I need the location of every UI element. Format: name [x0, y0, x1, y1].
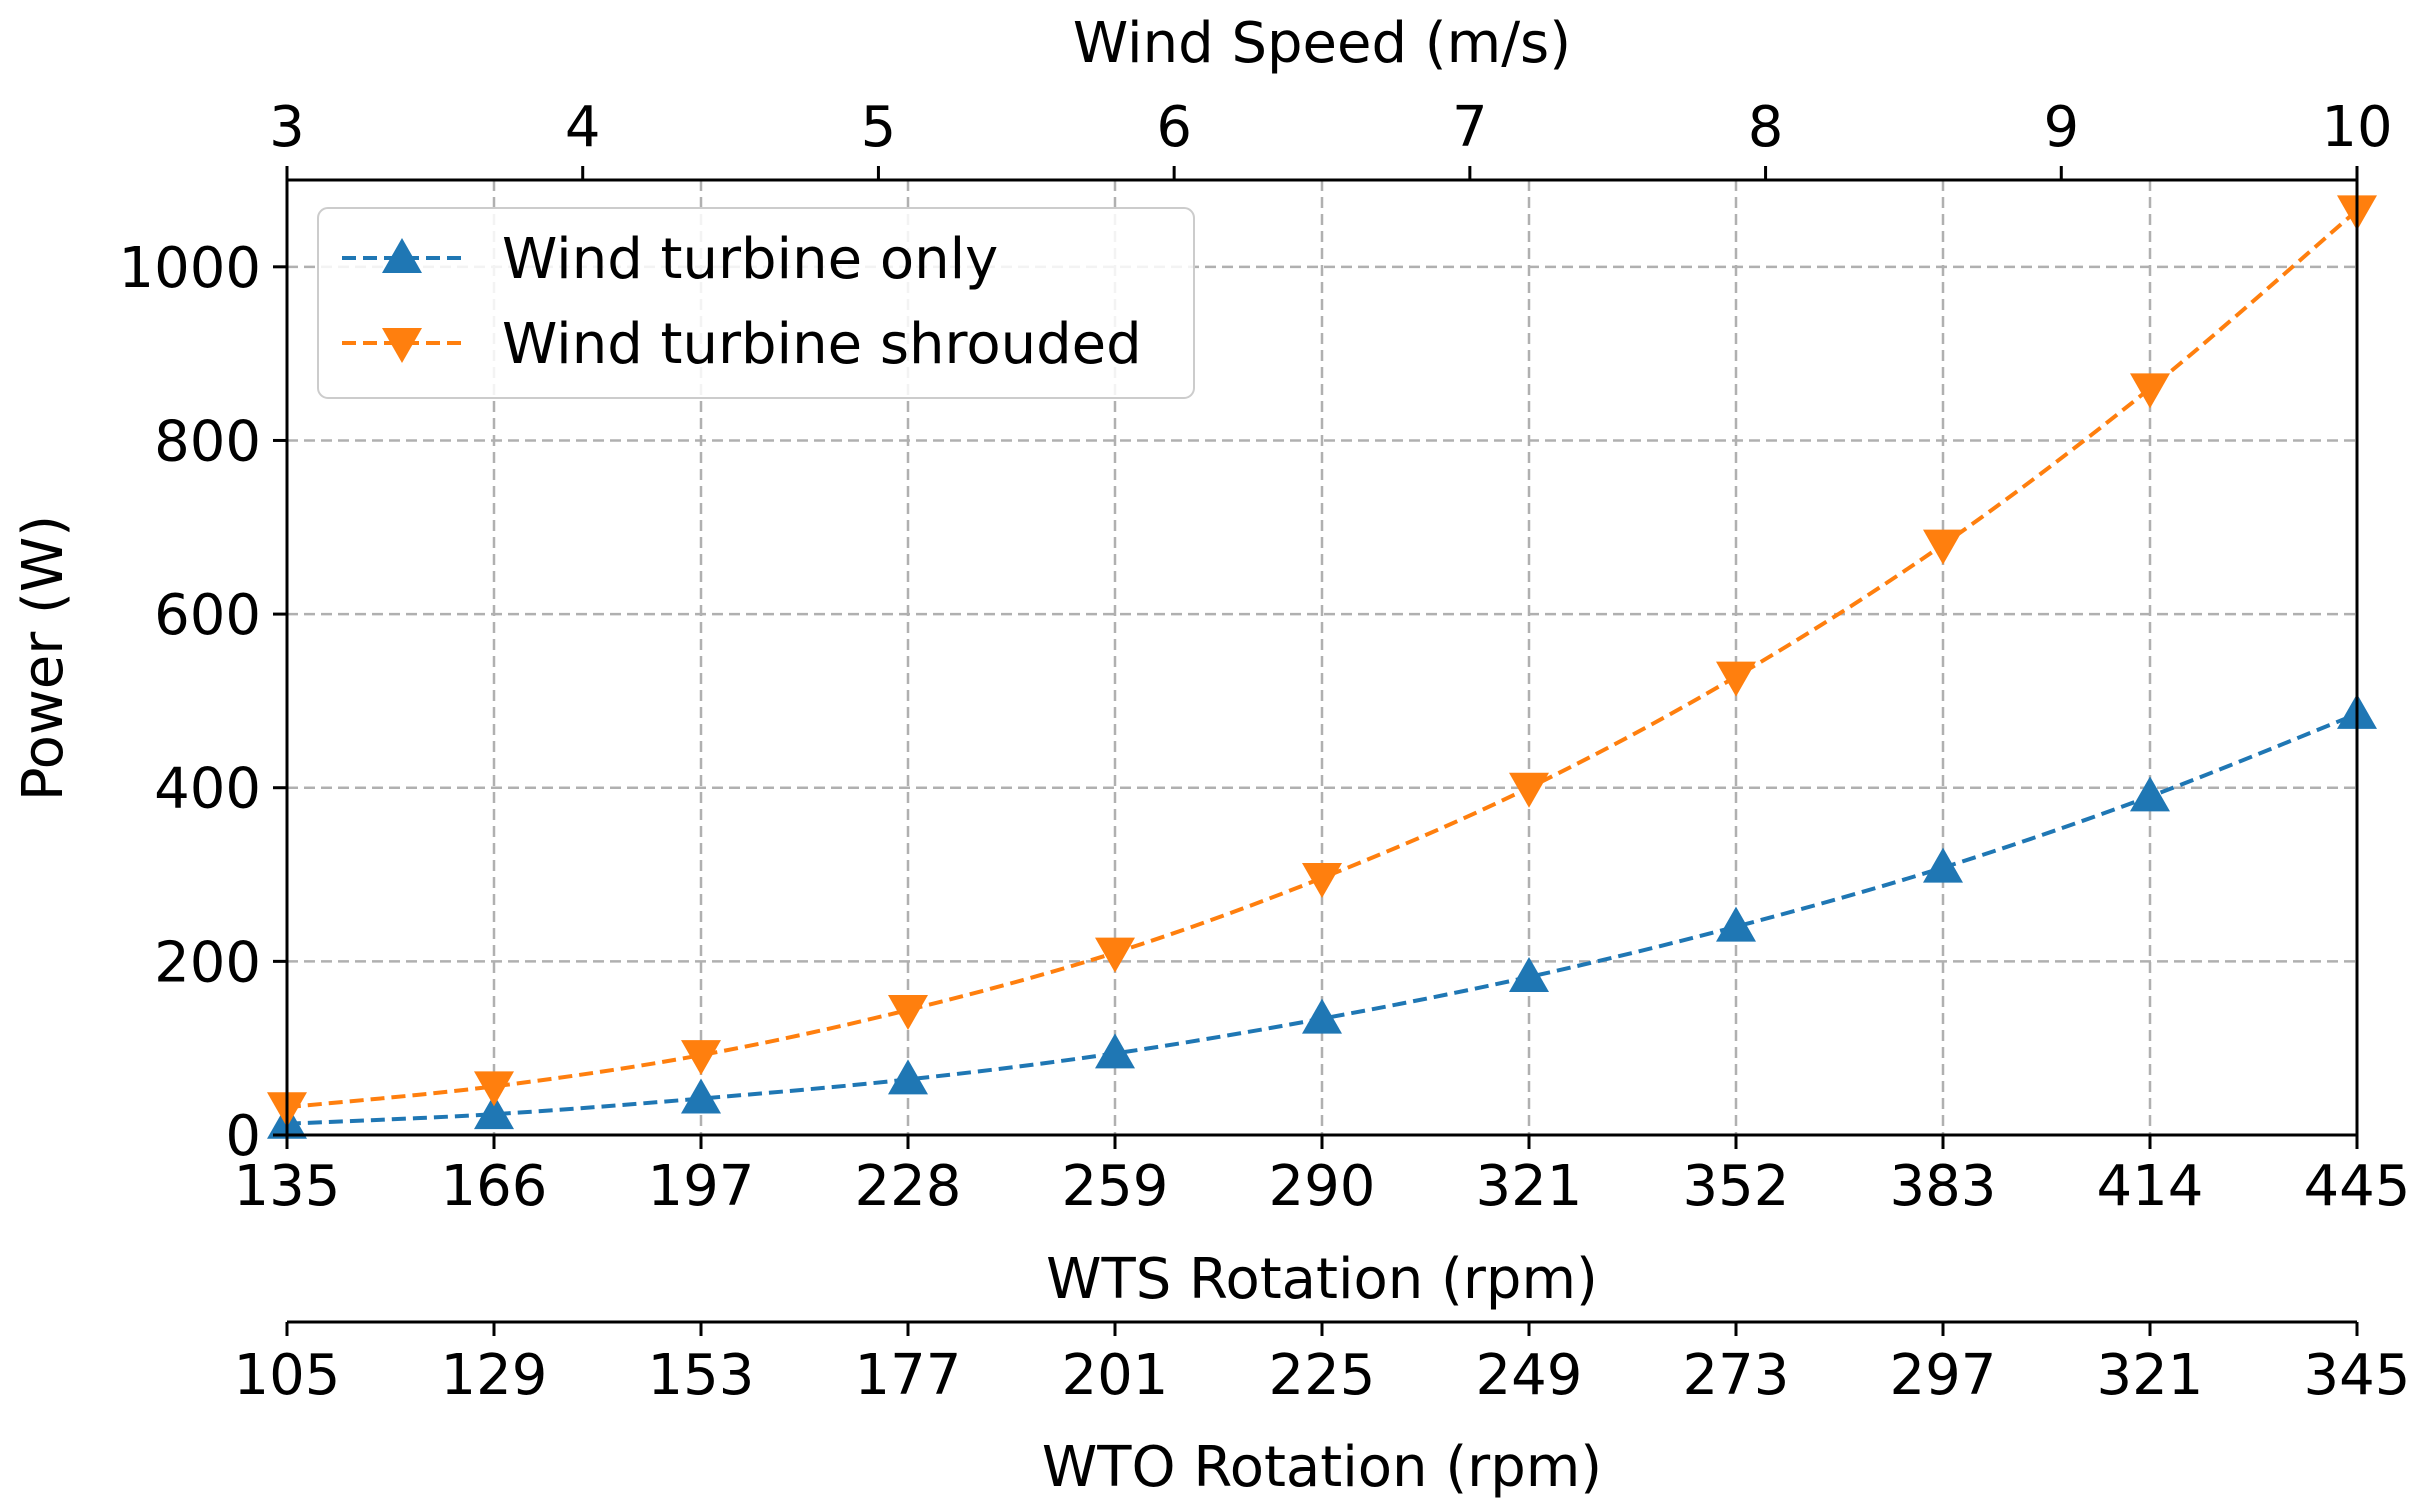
secondary-bottom-tick-label-105: 105 — [234, 1343, 341, 1408]
secondary-bottom-tick-label-321: 321 — [2097, 1343, 2204, 1408]
point-wind-turbine-shrouded-228 — [888, 994, 928, 1030]
y-axis-label: Power (W) — [11, 515, 76, 801]
top-tick-label-9: 9 — [2043, 95, 2079, 160]
top-tick-label-5: 5 — [861, 95, 897, 160]
bottom-tick-label-228: 228 — [855, 1154, 962, 1219]
bottom-tick-label-383: 383 — [1890, 1154, 1997, 1219]
legend-marker-wind-turbine-only — [382, 238, 422, 273]
point-wind-turbine-only-321 — [1509, 956, 1549, 992]
bottom-tick-label-197: 197 — [648, 1154, 755, 1219]
point-wind-turbine-shrouded-352 — [1716, 661, 1756, 697]
point-wind-turbine-shrouded-383 — [1923, 529, 1963, 565]
bottom-axis-label: WTS Rotation (rpm) — [1046, 1247, 1598, 1312]
y-tick-label-400: 400 — [154, 757, 261, 822]
bottom-tick-label-290: 290 — [1269, 1154, 1376, 1219]
secondary-bottom-tick-label-225: 225 — [1269, 1343, 1376, 1408]
secondary-bottom-tick-label-345: 345 — [2304, 1343, 2411, 1408]
point-wind-turbine-only-352 — [1716, 906, 1756, 942]
point-wind-turbine-only-414 — [2130, 776, 2170, 812]
y-tick-label-1000: 1000 — [118, 236, 261, 301]
point-wind-turbine-only-166 — [474, 1094, 514, 1130]
point-wind-turbine-only-228 — [888, 1059, 928, 1095]
bottom-tick-label-352: 352 — [1683, 1154, 1790, 1219]
top-tick-label-4: 4 — [565, 95, 601, 160]
bottom-tick-label-445: 445 — [2304, 1154, 2411, 1219]
bottom-tick-label-259: 259 — [1062, 1154, 1169, 1219]
secondary-bottom-axis-label: WTO Rotation (rpm) — [1042, 1435, 1602, 1500]
series-layer — [267, 195, 2377, 1139]
secondary-bottom-tick-label-177: 177 — [855, 1343, 962, 1408]
point-wind-turbine-shrouded-414 — [2130, 373, 2170, 409]
point-wind-turbine-only-290 — [1302, 998, 1342, 1034]
legend: Wind turbine only Wind turbine shrouded — [317, 207, 1195, 399]
secondary-bottom-tick-label-129: 129 — [441, 1343, 548, 1408]
bottom-tick-label-321: 321 — [1476, 1154, 1583, 1219]
legend-box — [317, 207, 1195, 399]
point-wind-turbine-only-383 — [1923, 847, 1963, 883]
point-wind-turbine-only-197 — [681, 1078, 721, 1114]
legend-marker-wind-turbine-shrouded — [382, 328, 422, 363]
y-tick-label-800: 800 — [154, 409, 261, 474]
point-wind-turbine-shrouded-166 — [474, 1071, 514, 1107]
point-wind-turbine-shrouded-321 — [1509, 772, 1549, 808]
top-tick-label-6: 6 — [1156, 95, 1192, 160]
secondary-bottom-tick-label-249: 249 — [1476, 1343, 1583, 1408]
legend-label-wind-turbine-only: Wind turbine only — [502, 227, 998, 292]
y-tick-label-0: 0 — [225, 1104, 261, 1169]
bottom-tick-label-414: 414 — [2097, 1154, 2204, 1219]
bottom-tick-label-166: 166 — [441, 1154, 548, 1219]
top-tick-label-7: 7 — [1452, 95, 1488, 160]
secondary-bottom-tick-label-297: 297 — [1890, 1343, 1997, 1408]
secondary-bottom-tick-label-273: 273 — [1683, 1343, 1790, 1408]
bottom-tick-label-135: 135 — [234, 1154, 341, 1219]
top-tick-label-8: 8 — [1748, 95, 1784, 160]
point-wind-turbine-shrouded-290 — [1302, 863, 1342, 899]
point-wind-turbine-shrouded-259 — [1095, 937, 1135, 973]
secondary-bottom-tick-label-201: 201 — [1062, 1343, 1169, 1408]
point-wind-turbine-only-259 — [1095, 1033, 1135, 1069]
series-line-wind-turbine-shrouded — [286, 208, 2359, 1110]
y-tick-label-600: 600 — [154, 583, 261, 648]
top-axis-label: Wind Speed (m/s) — [1073, 11, 1571, 76]
top-tick-label-3: 3 — [269, 95, 305, 160]
point-wind-turbine-shrouded-197 — [681, 1040, 721, 1076]
secondary-bottom-tick-label-153: 153 — [648, 1343, 755, 1408]
legend-label-wind-turbine-shrouded: Wind turbine shrouded — [502, 312, 1142, 377]
top-tick-label-10: 10 — [2321, 95, 2392, 160]
y-tick-label-200: 200 — [154, 930, 261, 995]
